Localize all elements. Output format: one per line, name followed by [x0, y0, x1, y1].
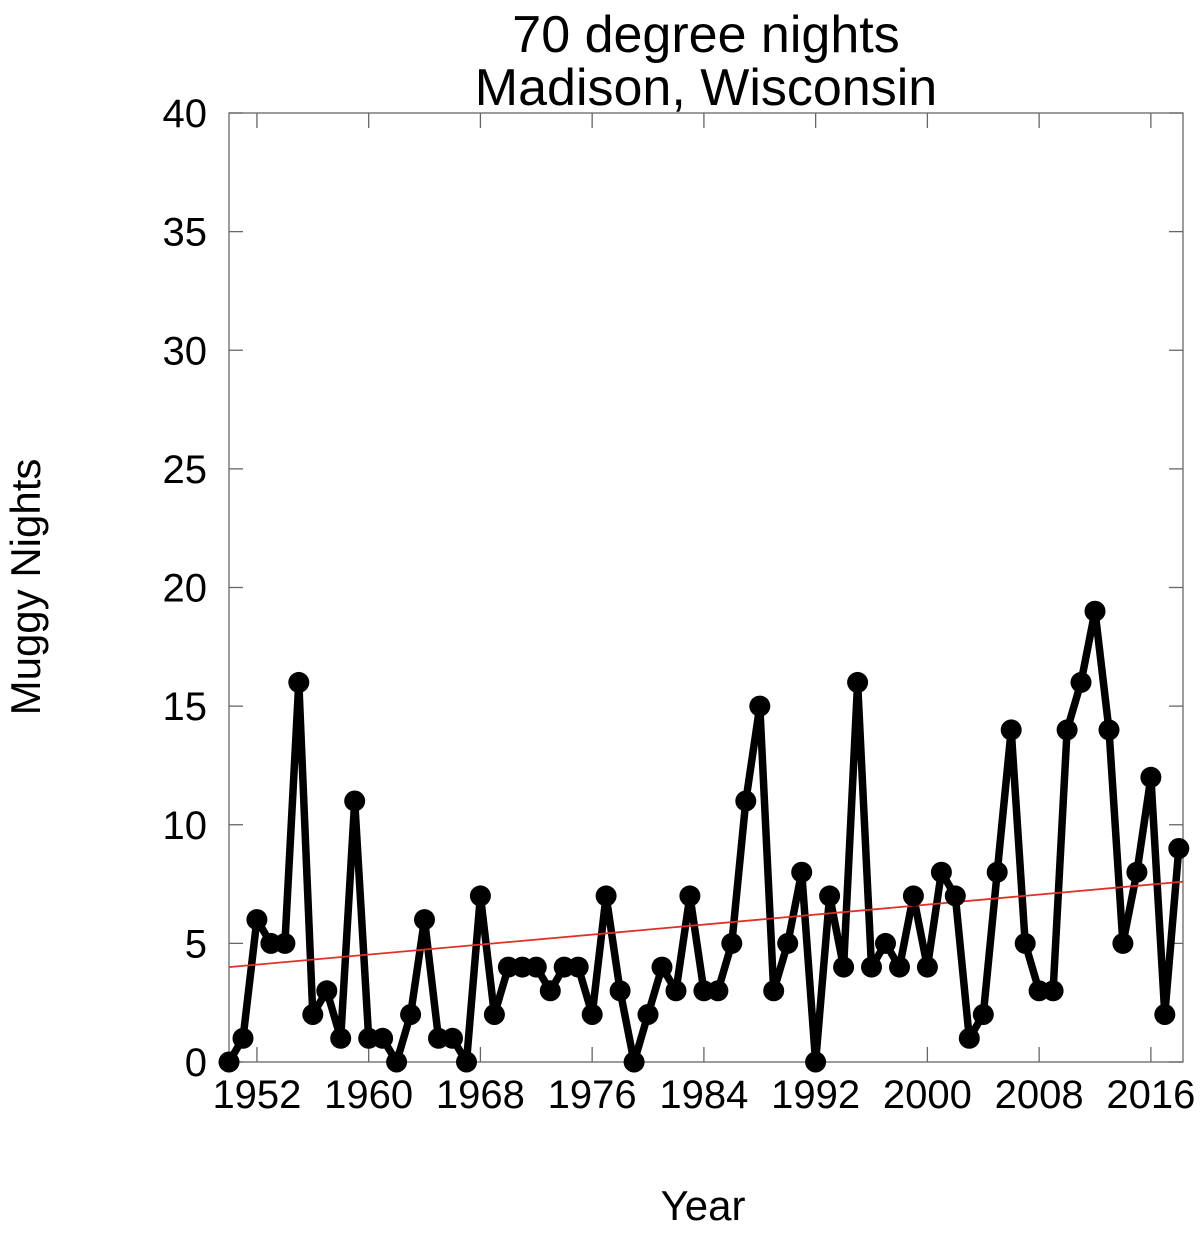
data-point: [735, 790, 757, 812]
data-point: [833, 956, 855, 978]
data-point: [595, 885, 617, 907]
data-point: [707, 980, 729, 1002]
data-point: [763, 980, 785, 1002]
data-point: [442, 1027, 463, 1049]
x-tick-label: 1952: [212, 1073, 301, 1117]
data-point: [958, 1027, 980, 1049]
data-point: [1140, 766, 1162, 788]
plot-area: 1952 1960 1968 1976 1984 1992 2000 2008 2016 0 5 10…: [163, 92, 1196, 1117]
data-point: [847, 671, 869, 693]
y-tick-label: 40: [163, 92, 208, 136]
data-point: [525, 956, 547, 978]
data-point: [1098, 719, 1120, 741]
data-point: [930, 861, 952, 883]
data-point: [889, 956, 910, 978]
data-point: [944, 885, 966, 907]
data-point: [400, 1004, 422, 1025]
data-point: [1154, 1004, 1176, 1025]
data-point: [274, 932, 296, 954]
x-tick-label: 1992: [771, 1073, 860, 1117]
data-point: [1000, 719, 1022, 741]
x-tick-label: 1976: [548, 1073, 637, 1117]
data-point: [1168, 838, 1190, 859]
data-point: [386, 1051, 408, 1073]
y-tick-label: 35: [163, 211, 208, 255]
data-point: [875, 932, 896, 954]
data-point: [791, 861, 813, 883]
x-tick-label: 1960: [324, 1073, 413, 1117]
y-tick-label: 5: [185, 922, 207, 966]
chart-title-line1: 70 degree nights: [512, 6, 899, 64]
y-tick-label: 15: [163, 685, 208, 729]
x-tick-label: 1984: [659, 1073, 748, 1117]
data-point: [232, 1027, 254, 1049]
data-point: [456, 1051, 477, 1073]
data-point: [972, 1004, 994, 1025]
data-point: [637, 1004, 659, 1025]
data-point: [1042, 980, 1064, 1002]
data-point: [916, 956, 938, 978]
x-tick-label: 2000: [883, 1073, 972, 1117]
data-point: [665, 980, 687, 1002]
data-point: [344, 790, 366, 812]
data-point: [609, 980, 631, 1002]
data-point: [567, 956, 589, 978]
data-point: [749, 695, 771, 717]
data-point: [902, 885, 924, 907]
data-point: [288, 671, 310, 693]
data-point: [1070, 671, 1092, 693]
data-point: [372, 1027, 394, 1049]
y-tick-label: 30: [163, 329, 208, 373]
data-point: [539, 980, 561, 1002]
data-point: [316, 980, 338, 1002]
data-point: [1056, 719, 1078, 741]
y-axis-label: Muggy Nights: [2, 459, 49, 716]
data-point: [986, 861, 1008, 883]
data-point: [623, 1051, 645, 1073]
y-tick-label: 25: [163, 448, 208, 492]
y-tick-label: 0: [185, 1041, 207, 1085]
x-tick-label: 1968: [436, 1073, 525, 1117]
x-tick-label: 2008: [995, 1073, 1084, 1117]
data-point: [721, 932, 743, 954]
data-point: [414, 909, 435, 931]
data-point: [483, 1004, 505, 1025]
data-point: [581, 1004, 603, 1025]
y-tick-label: 10: [163, 804, 208, 848]
data-point: [861, 956, 882, 978]
data-point: [246, 909, 268, 931]
data-point: [218, 1051, 240, 1073]
data-point: [679, 885, 701, 907]
data-point: [1112, 932, 1134, 954]
data-point: [469, 885, 491, 907]
trend-line: [228, 880, 1184, 968]
chart-title-line2: Madison, Wisconsin: [475, 59, 937, 117]
data-point: [1084, 600, 1106, 622]
data-point: [302, 1004, 324, 1025]
data-point: [330, 1027, 352, 1049]
data-point: [1014, 932, 1036, 954]
data-point: [1126, 861, 1148, 883]
data-point: [805, 1051, 827, 1073]
data-point: [777, 932, 799, 954]
data-point: [819, 885, 841, 907]
x-axis-label: Year: [661, 1182, 746, 1229]
x-tick-label: 2016: [1106, 1073, 1195, 1117]
y-tick-label: 20: [163, 567, 208, 611]
data-point: [651, 956, 673, 978]
plot-frame: [228, 112, 1184, 1063]
